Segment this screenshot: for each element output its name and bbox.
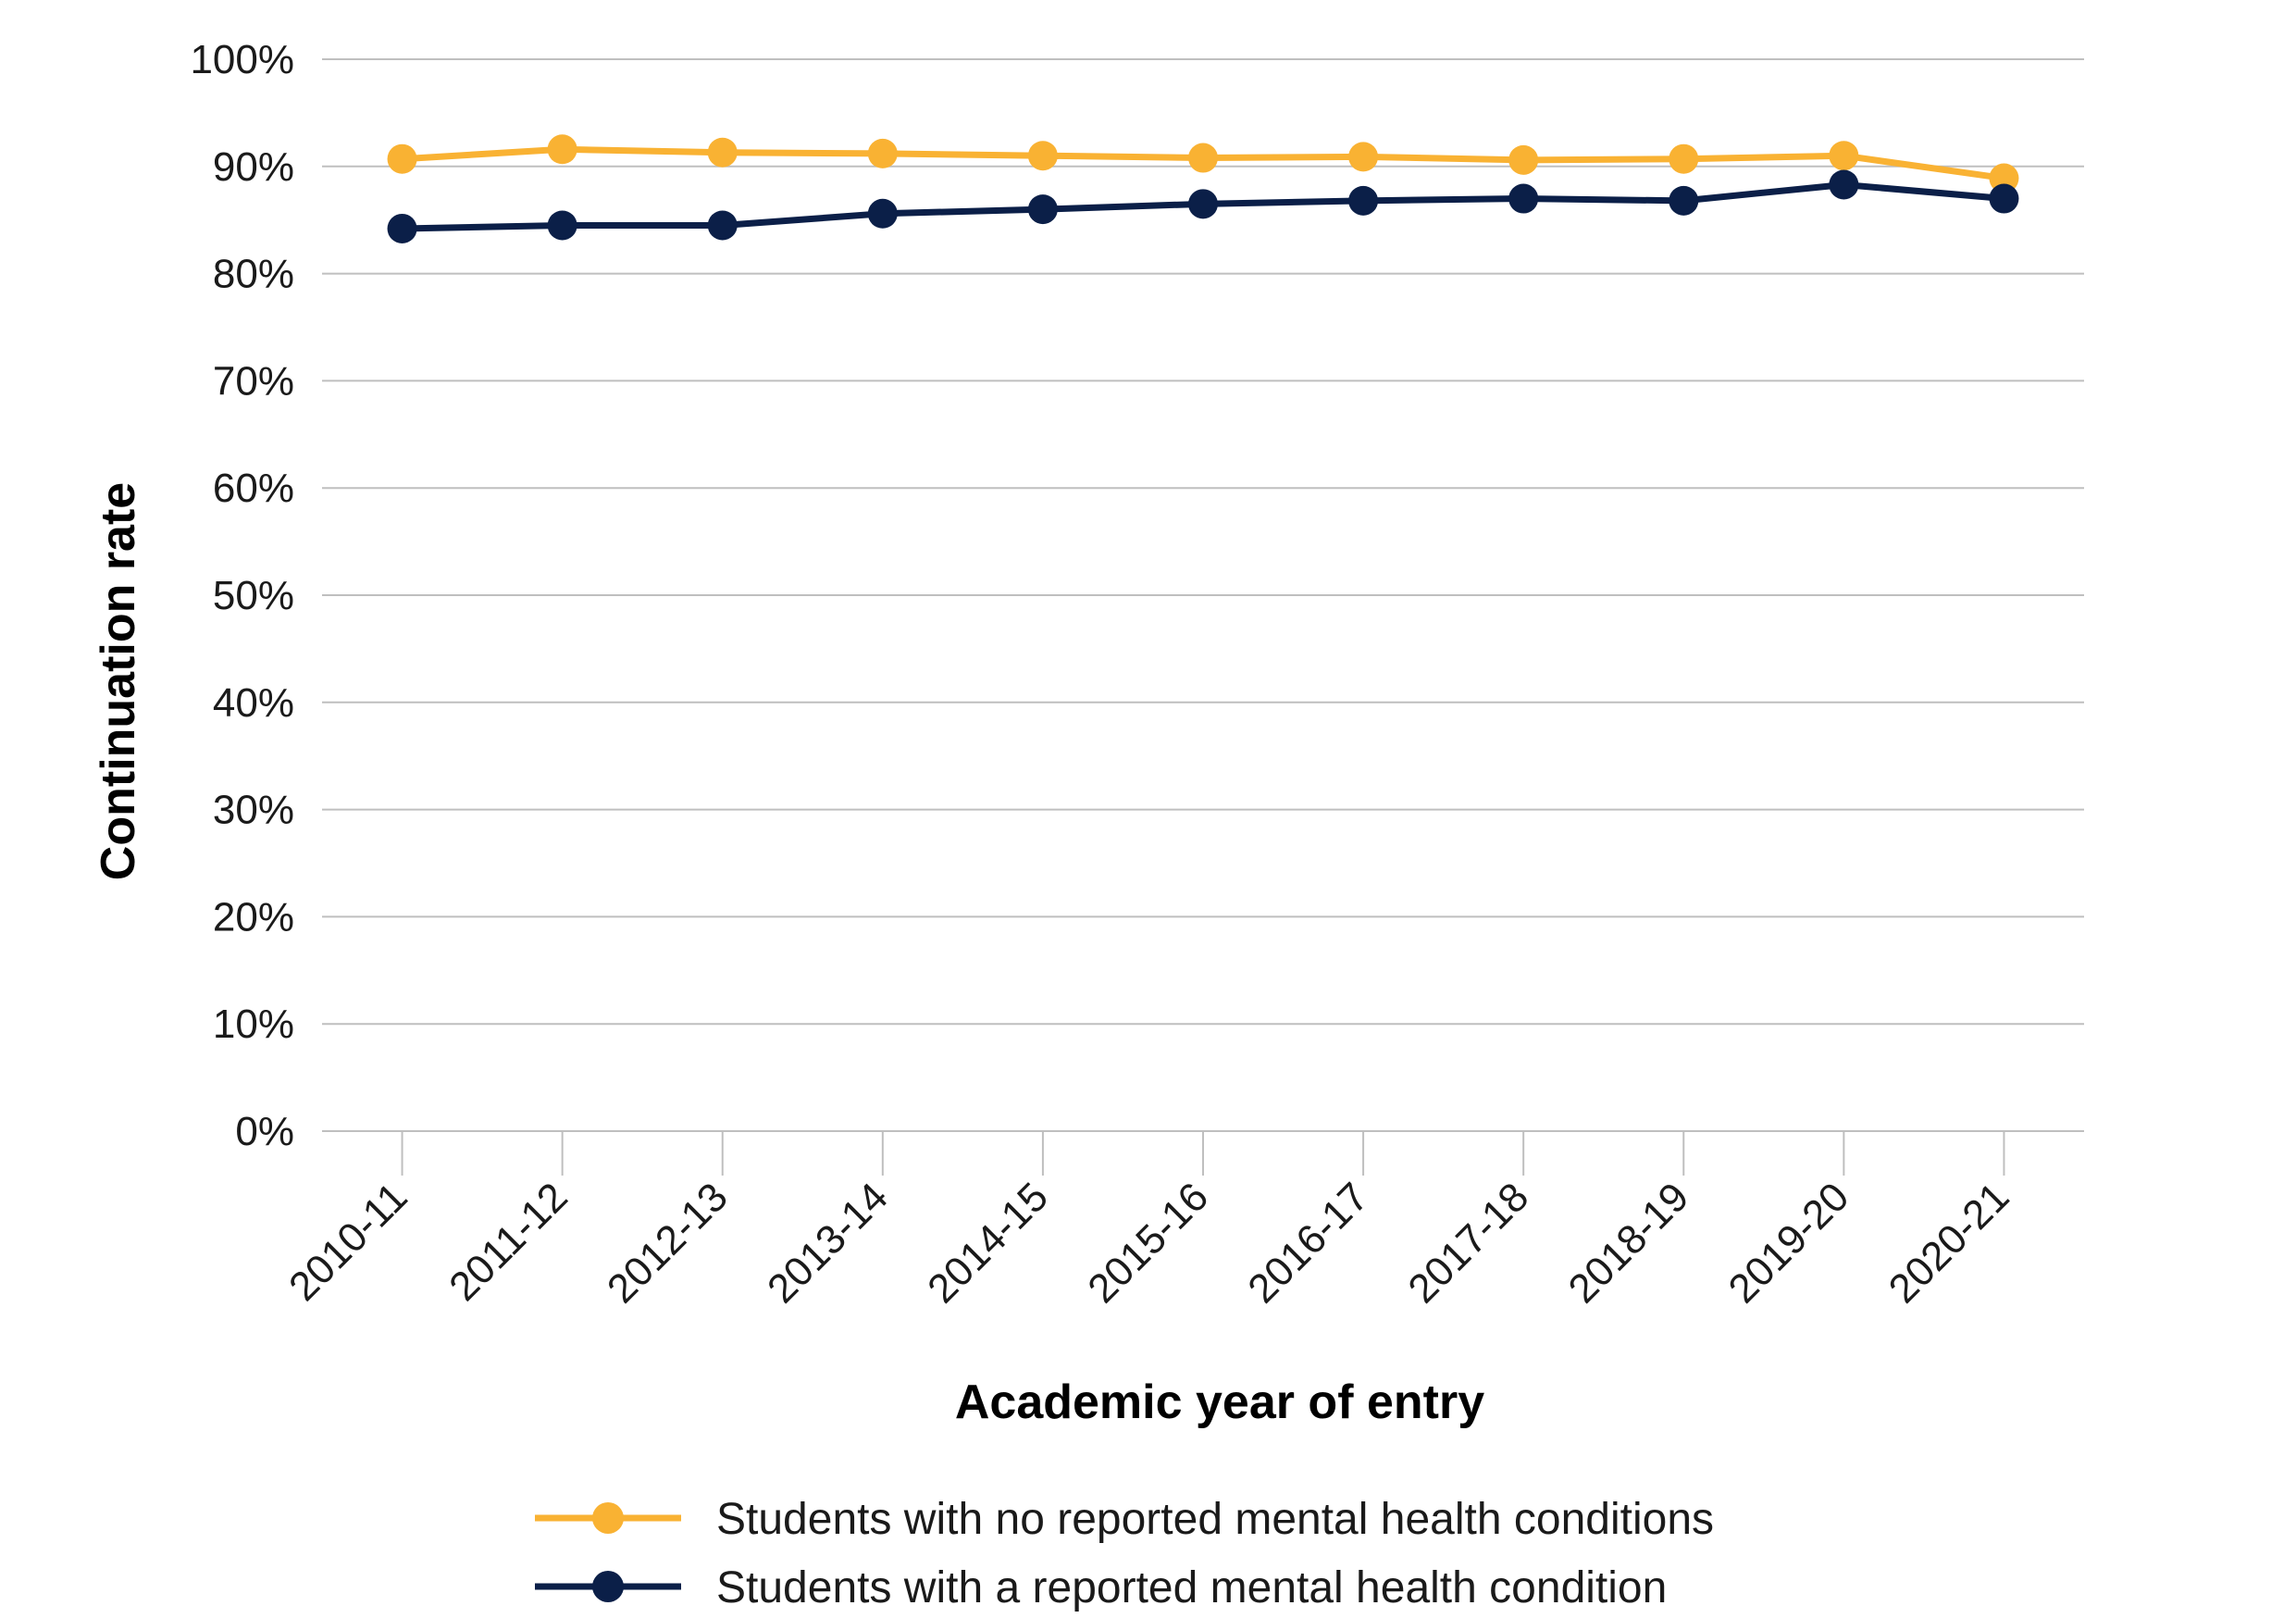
legend-item-1: Students with a reported mental health c… [535,1563,1667,1612]
data-point [1348,142,1379,172]
data-point [547,210,577,241]
y-tick-label: 90% [213,144,294,190]
legend-label: Students with a reported mental health c… [716,1563,1667,1612]
x-tick-label: 2011-12 [441,1174,577,1310]
x-axis-ticks [401,1131,2005,1176]
y-tick-label: 70% [213,358,294,404]
x-tick-label: 2013-14 [759,1174,897,1312]
x-tick-label: 2014-15 [919,1174,1057,1312]
data-point [1669,143,1699,174]
data-point [707,137,738,168]
data-point [1508,183,1539,214]
y-tick-label: 80% [213,252,294,297]
y-tick-label: 0% [235,1109,294,1154]
y-tick-label: 30% [213,788,294,833]
data-point [707,210,738,241]
data-point [1829,169,1859,200]
legend-marker [592,1571,624,1602]
data-point [387,143,417,174]
data-point [1027,194,1058,225]
x-tick-label: 2016-17 [1239,1174,1377,1312]
legend-label: Students with no reported mental health … [716,1495,1714,1544]
x-tick-label: 2019-20 [1720,1174,1858,1312]
legend-marker [592,1502,624,1534]
y-axis-tick-labels: 0% 10% 20% 30% 40% 50% 60% 70% 80% 90% 100% [190,37,294,1154]
legend-item-0: Students with no reported mental health … [535,1495,1714,1544]
x-axis-tick-labels: 2010-11 2011-12 2012-13 2013-14 2014-15 2015-… [280,1174,2017,1312]
y-tick-label: 100% [190,37,294,82]
x-tick-label: 2018-19 [1560,1174,1698,1312]
data-point [1989,163,2019,193]
legend: Students with no reported mental health … [535,1495,1714,1612]
y-tick-label: 60% [213,466,294,511]
data-point [387,213,417,243]
data-point [547,134,577,165]
data-point [1188,143,1218,173]
x-axis-title: Academic year of entry [955,1375,1484,1429]
data-point [1348,185,1379,216]
x-tick-label: 2020-21 [1880,1174,2018,1312]
data-point [1188,189,1218,219]
data-point [1027,141,1058,171]
y-tick-label: 50% [213,573,294,618]
x-tick-label: 2010-11 [280,1174,416,1310]
data-point [867,198,898,229]
gridlines [322,58,2084,1132]
data-point [867,138,898,168]
x-tick-label: 2017-18 [1399,1174,1537,1312]
data-point [1989,183,2019,214]
y-tick-label: 20% [213,894,294,940]
data-point [1669,185,1699,216]
data-point [1829,141,1859,171]
data-point [1508,144,1539,175]
x-tick-label: 2015-16 [1079,1174,1217,1312]
x-tick-label: 2012-13 [599,1174,737,1312]
series-points [387,134,2019,243]
y-axis-title: Continuation rate [92,482,145,880]
y-tick-label: 10% [213,1002,294,1047]
y-tick-label: 40% [213,680,294,726]
